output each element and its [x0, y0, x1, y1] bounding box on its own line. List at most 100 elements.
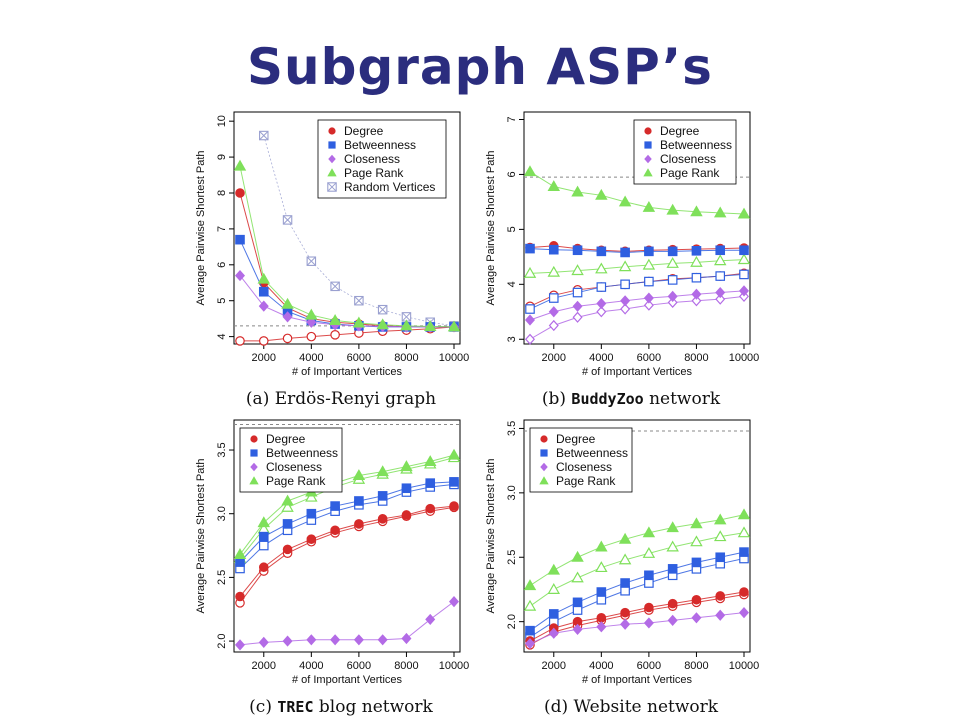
legend-item: Degree	[250, 432, 306, 446]
data-point	[572, 623, 583, 635]
data-point	[620, 303, 631, 315]
data-point	[691, 272, 702, 283]
legend-label: Degree	[344, 124, 384, 138]
legend-label: Betweenness	[556, 446, 628, 460]
data-point	[666, 540, 679, 552]
data-point	[306, 508, 317, 519]
data-point	[642, 546, 656, 558]
y-tick-label: 10	[216, 115, 228, 127]
caption: (b) BuddyZoo network	[542, 389, 721, 409]
caption-part: BuddyZoo	[571, 390, 643, 408]
legend-marker	[539, 476, 549, 485]
x-tick-label: 2000	[542, 352, 566, 364]
data-point	[354, 295, 364, 306]
data-point	[691, 288, 702, 300]
data-point	[642, 526, 656, 538]
legend-label: Random Vertices	[344, 180, 435, 194]
caption-part: (d) Website network	[544, 697, 719, 717]
data-point	[377, 514, 388, 524]
data-point	[524, 637, 536, 650]
data-point	[376, 465, 389, 477]
data-point	[595, 561, 608, 573]
data-point	[449, 477, 459, 487]
series-degree	[525, 587, 749, 646]
y-axis-label: Average Pairwise Shortest Path	[485, 458, 497, 613]
y-tick-label: 6	[216, 262, 228, 268]
series-line	[529, 551, 745, 632]
data-point	[595, 188, 608, 200]
legend-item: Page Rank	[249, 474, 326, 488]
data-point	[690, 255, 703, 267]
data-point	[235, 336, 245, 346]
data-point	[306, 534, 317, 544]
data-point	[235, 188, 245, 198]
data-point	[525, 243, 535, 254]
data-point	[328, 314, 342, 325]
data-point	[281, 494, 294, 506]
legend-item: Degree	[540, 432, 596, 446]
data-point	[596, 621, 607, 633]
data-point	[400, 460, 413, 472]
y-axis-label: Average Pairwise Shortest Path	[485, 150, 497, 305]
data-point	[691, 295, 702, 307]
data-point	[306, 316, 317, 328]
legend-label: Betweenness	[344, 138, 416, 152]
data-point	[548, 319, 559, 332]
data-point	[667, 598, 678, 609]
data-point	[620, 295, 631, 307]
x-tick-label: 6000	[637, 660, 661, 672]
data-point	[572, 245, 583, 256]
series-line	[239, 483, 455, 569]
chart-erdos-renyi: 2000 4000 6000 8000 10000 4 5 6 7 8 9 10 # of Import…	[195, 111, 469, 409]
legend-label: Closeness	[556, 460, 612, 474]
y-tick-label: 2.0	[506, 614, 518, 629]
legend-marker	[644, 127, 652, 135]
series-degree	[525, 241, 749, 257]
x-tick-label: 2000	[542, 660, 566, 672]
y-tick-label: 2.5	[216, 570, 228, 585]
legend-label: Closeness	[344, 152, 400, 166]
data-point	[352, 316, 366, 328]
data-point	[620, 578, 630, 588]
data-point	[258, 336, 269, 346]
data-point	[281, 297, 294, 309]
x-tick-label: 4000	[589, 352, 613, 364]
caption-part: (c)	[249, 697, 277, 717]
x-tick-label: 2000	[252, 352, 276, 364]
data-point	[715, 293, 726, 305]
data-point	[644, 276, 654, 287]
data-point	[666, 257, 679, 268]
y-tick-label: 6	[506, 171, 518, 177]
data-point	[738, 285, 750, 297]
data-point	[377, 491, 388, 501]
data-point	[713, 206, 727, 218]
data-point	[257, 516, 271, 528]
chart-buddyzoo: 2000 4000 6000 8000 10000 3 4 5 6 7 # of Important…	[485, 111, 759, 409]
slide-title: Subgraph ASP’s	[247, 38, 713, 96]
legend-item: Page Rank	[643, 166, 720, 180]
x-tick-label: 10000	[729, 660, 760, 672]
data-point	[447, 320, 461, 332]
legend-label: Page Rank	[266, 474, 326, 488]
data-point	[330, 281, 340, 292]
data-point	[354, 519, 364, 529]
y-tick-label: 9	[216, 154, 228, 160]
data-point	[596, 612, 607, 623]
y-tick-label: 3.5	[216, 442, 228, 457]
legend-marker	[643, 168, 653, 177]
data-point	[571, 550, 584, 562]
data-point	[525, 304, 535, 314]
data-point	[447, 448, 461, 460]
legend-label: Page Rank	[660, 166, 720, 180]
data-point	[257, 272, 271, 284]
data-point	[547, 180, 561, 192]
x-axis-label: # of Important Vertices	[292, 674, 403, 686]
legend-box	[317, 119, 447, 199]
data-point	[377, 634, 388, 646]
data-point	[425, 478, 436, 488]
legend-marker	[540, 435, 548, 443]
data-point	[667, 246, 678, 257]
data-point	[595, 540, 608, 552]
series-line	[529, 532, 745, 607]
